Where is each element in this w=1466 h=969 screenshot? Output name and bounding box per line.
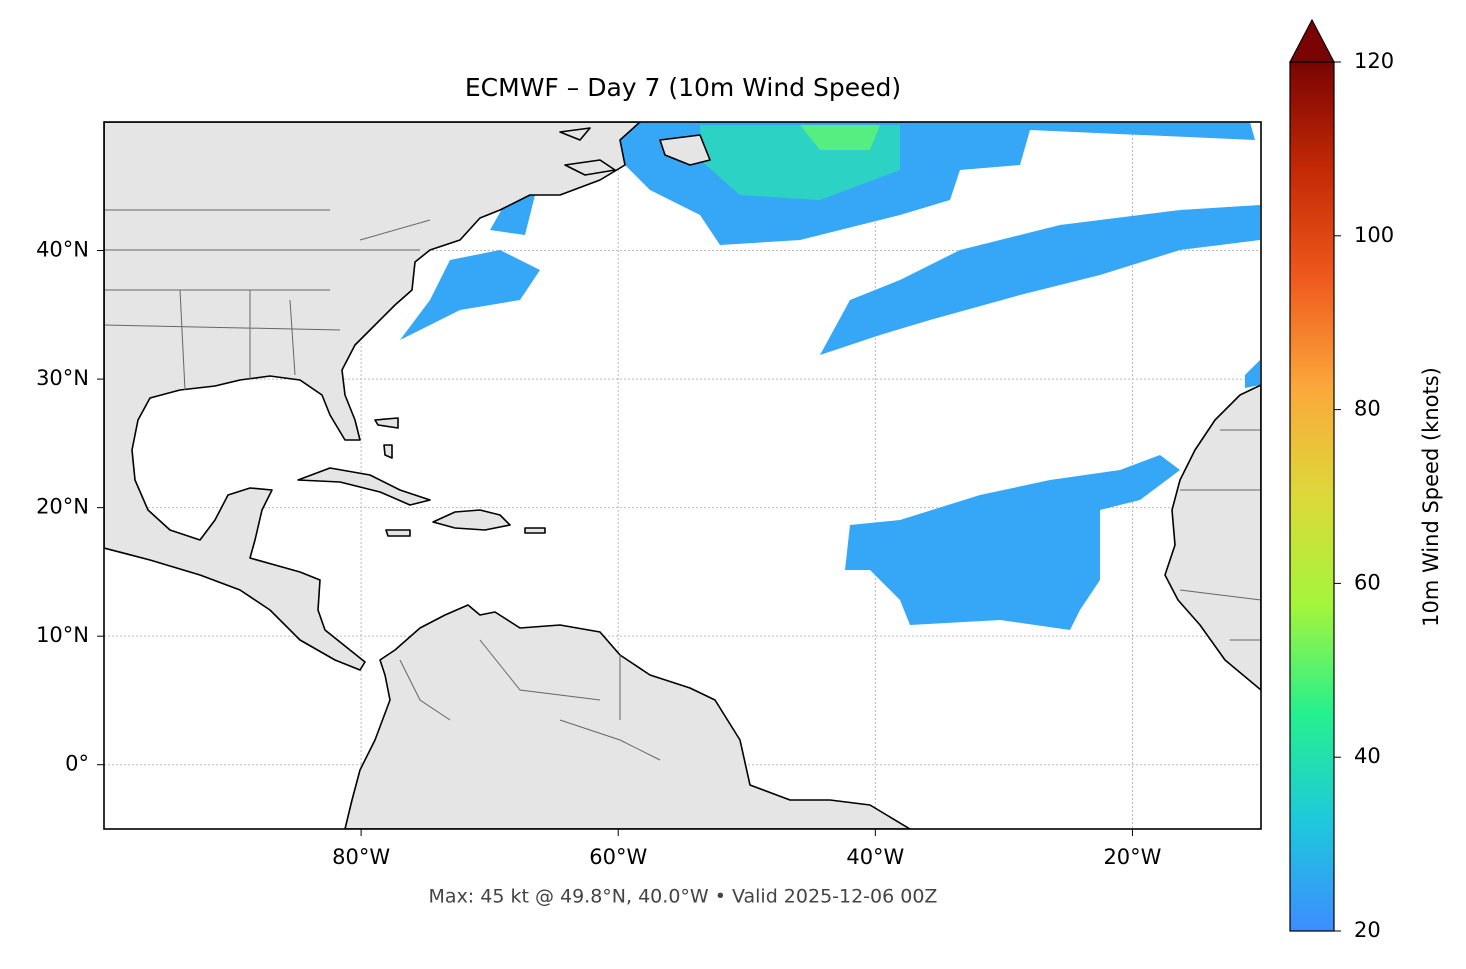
colorbar-extend — [1289, 18, 1335, 63]
map-body — [104, 122, 1261, 829]
lat-tick-label: 10°N — [36, 623, 89, 647]
land — [344, 604, 911, 829]
colorbar-tick-label: 40 — [1354, 744, 1381, 768]
colorbar-tick-label: 20 — [1354, 918, 1381, 942]
wind-area — [845, 455, 1180, 630]
land — [104, 122, 641, 671]
land — [374, 417, 546, 537]
map-frame — [103, 121, 1262, 830]
colorbar — [1290, 62, 1334, 931]
land — [1164, 384, 1261, 691]
lon-tick-label: 20°W — [1103, 845, 1161, 869]
lon-tick-label: 60°W — [589, 845, 647, 869]
lat-tick-label: 20°N — [36, 495, 89, 519]
colorbar-tick-label: 120 — [1354, 49, 1394, 73]
colorbar-tick-label: 60 — [1354, 570, 1381, 594]
colorbar-tick-label: 80 — [1354, 397, 1381, 421]
lat-tick-label: 30°N — [36, 366, 89, 390]
wind-area — [400, 250, 540, 340]
land — [559, 127, 711, 176]
wind-area — [1245, 360, 1260, 388]
land — [297, 467, 431, 506]
lon-tick-label: 80°W — [332, 845, 390, 869]
colorbar-label: 10m Wind Speed (knots) — [1419, 367, 1443, 627]
colorbar-frame — [1289, 61, 1335, 932]
map-title: ECMWF – Day 7 (10m Wind Speed) — [465, 73, 901, 102]
lat-tick-label: 40°N — [36, 238, 89, 262]
caption: Max: 45 kt @ 49.8°N, 40.0°W • Valid 2025… — [429, 886, 938, 908]
wind-area — [820, 205, 1260, 355]
land — [432, 509, 511, 531]
wind-area — [490, 195, 535, 235]
lat-tick-label: 0° — [65, 752, 89, 776]
lon-tick-label: 40°W — [846, 845, 904, 869]
wind-area — [800, 125, 880, 150]
colorbar-tick-label: 100 — [1354, 223, 1394, 247]
border-lines — [104, 209, 1261, 761]
